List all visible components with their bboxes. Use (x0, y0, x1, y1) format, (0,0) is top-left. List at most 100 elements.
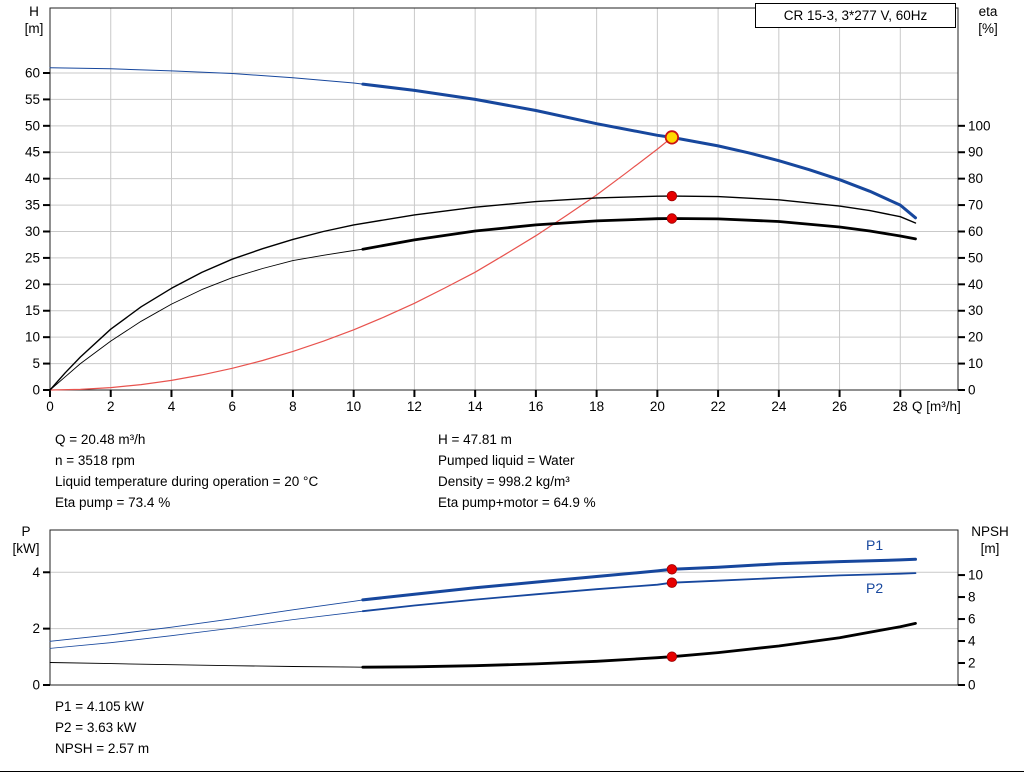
eta-axis-unit: [%] (978, 21, 998, 36)
pump-model-box: CR 15-3, 3*277 V, 60Hz (755, 3, 956, 28)
operating-point (666, 577, 678, 588)
npsh-value-line: NPSH = 2.57 m (55, 741, 150, 756)
hq-eta-chart: 0510152025303540455055600102030405060708… (25, 7, 991, 414)
head-curve (361, 82, 917, 220)
npsh-axis-name: NPSH (971, 524, 1009, 539)
operating-point (666, 651, 678, 662)
tick-label-x: 24 (771, 399, 787, 414)
tick-label-right: 0 (968, 383, 976, 398)
tick-label-right: 90 (968, 145, 983, 160)
tick-label-left: 0 (32, 678, 40, 693)
bottom-divider (0, 771, 1024, 772)
tick-label-right: 100 (968, 118, 991, 133)
npsh-axis-title: NPSH [m] (960, 523, 1020, 557)
tick-label-left: 30 (25, 224, 40, 239)
tick-label-right: 60 (968, 224, 983, 239)
tick-label-right: 20 (968, 330, 983, 345)
eta-axis-title: eta [%] (962, 3, 1014, 37)
tick-label-x: 0 (46, 399, 54, 414)
tick-label-x: 26 (832, 399, 847, 414)
p1-value-line: P1 = 4.105 kW (55, 699, 144, 714)
tick-label-left: 15 (25, 303, 40, 318)
operating-data-left: Q = 20.48 m³/h n = 3518 rpm Liquid tempe… (55, 429, 318, 513)
operating-data-right: H = 47.81 m Pumped liquid = Water Densit… (438, 429, 596, 513)
eta-axis-name: eta (978, 4, 998, 19)
eta-pump-motor-line: Eta pump+motor = 64.9 % (438, 495, 596, 510)
npsh-curve-thin (49, 662, 364, 668)
tick-label-left: 45 (25, 145, 40, 160)
power-axis-unit: [kW] (12, 541, 40, 556)
tick-label-right: 40 (968, 277, 983, 292)
tick-label-x: 14 (468, 399, 484, 414)
pumped-liquid-line: Pumped liquid = Water (438, 453, 575, 468)
tick-label-x: 22 (711, 399, 726, 414)
plot-frame (49, 7, 959, 391)
tick-label-left: 35 (25, 198, 40, 213)
tick-label-x: 6 (228, 399, 236, 414)
tick-label-x: 28 (893, 399, 908, 414)
tick-label-left: 60 (25, 65, 40, 80)
eta-pump-line: Eta pump = 73.4 % (55, 495, 171, 510)
eta-pump-curve (49, 195, 917, 391)
tick-label-right: 2 (968, 656, 976, 671)
power-npsh-chart: 0 2 4 0 2 4 6 8 10 (32, 529, 983, 693)
tick-label-left: 0 (32, 383, 40, 398)
p2-series-label: P2 (866, 580, 884, 596)
tick-label-left: 5 (32, 356, 40, 371)
p2-curve-thin (49, 610, 364, 649)
tick-label-right: 50 (968, 250, 983, 265)
tick-label-right: 4 (968, 634, 976, 649)
tick-label-right: 80 (968, 171, 983, 186)
tick-label-x: 10 (346, 399, 361, 414)
plot-frame (49, 529, 959, 686)
tick-label-left: 40 (25, 171, 40, 186)
tick-label-right: 10 (968, 356, 983, 371)
tick-label-right: 30 (968, 303, 983, 318)
speed-value-line: n = 3518 rpm (55, 453, 135, 468)
tick-label-x: 20 (650, 399, 665, 414)
tick-label-right: 8 (968, 590, 976, 605)
tick-label-x: 18 (589, 399, 604, 414)
duty-point (664, 130, 680, 145)
p2-curve (361, 572, 917, 613)
tick-label-right: 10 (968, 568, 983, 583)
tick-label-x: 4 (168, 399, 176, 414)
power-axis-title: P [kW] (6, 523, 46, 557)
operating-point (666, 213, 678, 224)
p1-curve-thin (49, 599, 364, 642)
operating-point (666, 564, 678, 575)
power-npsh-data: P1 = 4.105 kW P2 = 3.63 kW NPSH = 2.57 m (55, 696, 149, 759)
tick-label-left: 20 (25, 277, 40, 292)
p2-value-line: P2 = 3.63 kW (55, 720, 137, 735)
tick-label-right: 70 (968, 198, 983, 213)
tick-label-left: 4 (32, 565, 40, 580)
p1-curve (361, 557, 917, 602)
eta-pump-motor-curve (361, 217, 917, 251)
head-axis-title: H [m] (14, 3, 54, 37)
tick-label-left: 55 (25, 92, 40, 107)
flow-axis-label: Q [m³/h] (912, 399, 961, 414)
system-curve (49, 136, 673, 391)
operating-point (666, 190, 678, 202)
head-value-line: H = 47.81 m (438, 432, 512, 447)
npsh-axis-unit: [m] (980, 541, 1000, 556)
tick-label-x: 12 (407, 399, 422, 414)
tick-label-x: 2 (107, 399, 115, 414)
npsh-curve (361, 622, 917, 669)
pump-model-label: CR 15-3, 3*277 V, 60Hz (783, 8, 928, 23)
tick-label-left: 2 (32, 621, 40, 636)
tick-label-x: 16 (528, 399, 543, 414)
tick-label-left: 50 (25, 118, 40, 133)
tick-label-right: 6 (968, 612, 976, 627)
density-line: Density = 998.2 kg/m³ (438, 474, 570, 489)
head-axis-name: H (29, 4, 39, 19)
flow-value-line: Q = 20.48 m³/h (55, 432, 146, 447)
eta-pump-motor-thin (49, 248, 364, 391)
head-axis-unit: [m] (24, 21, 44, 36)
tick-label-left: 25 (25, 250, 40, 265)
p1-series-label: P1 (866, 537, 884, 553)
tick-label-left: 10 (25, 330, 40, 345)
head-curve-thin (49, 67, 364, 85)
tick-label-right: 0 (968, 678, 976, 693)
